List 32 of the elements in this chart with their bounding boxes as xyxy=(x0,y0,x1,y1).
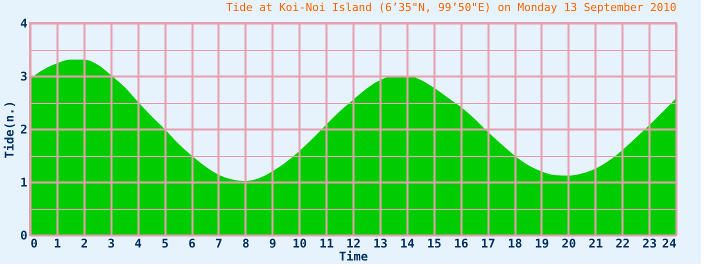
x-tick-label: 4 xyxy=(134,236,142,250)
y-axis-title: Tide(n.) xyxy=(2,100,16,158)
x-tick-label: 5 xyxy=(161,236,169,250)
x-tick-label: 7 xyxy=(215,236,223,250)
y-tick-label: 1 xyxy=(20,176,28,190)
x-tick-label: 10 xyxy=(292,236,307,250)
y-tick-label: 3 xyxy=(20,70,28,84)
x-tick-label: 0 xyxy=(30,236,38,250)
y-tick-label: 2 xyxy=(20,122,28,136)
x-tick-label: 12 xyxy=(346,236,361,250)
x-tick-label: 21 xyxy=(588,236,603,250)
x-tick-label: 16 xyxy=(454,236,468,250)
x-tick-label: 24 xyxy=(662,236,676,250)
x-tick-label: 23 xyxy=(642,236,657,250)
x-tick-label: 11 xyxy=(319,236,334,250)
x-axis-title: Time xyxy=(339,250,368,264)
x-tick-label: 9 xyxy=(269,236,276,250)
x-tick-label: 14 xyxy=(400,236,415,250)
x-tick-label: 19 xyxy=(534,236,550,250)
x-tick-label: 8 xyxy=(242,236,250,250)
x-tick-label: 2 xyxy=(80,236,88,250)
x-tick-label: 22 xyxy=(615,236,630,250)
x-tick-label: 1 xyxy=(54,236,62,250)
x-tick-label: 18 xyxy=(508,236,522,250)
x-tick-label: 17 xyxy=(480,236,496,250)
y-tick-label: 4 xyxy=(20,16,28,30)
x-tick-label: 6 xyxy=(188,236,196,250)
x-tick-label: 15 xyxy=(427,236,442,250)
x-tick-label: 20 xyxy=(562,236,576,250)
x-tick-label: 13 xyxy=(373,236,388,250)
x-tick-label: 3 xyxy=(108,236,115,250)
chart-title: Tide at Koi-Noi Island (6’35"N, 99’50"E) on Monday 13 September 2010 xyxy=(226,1,676,14)
